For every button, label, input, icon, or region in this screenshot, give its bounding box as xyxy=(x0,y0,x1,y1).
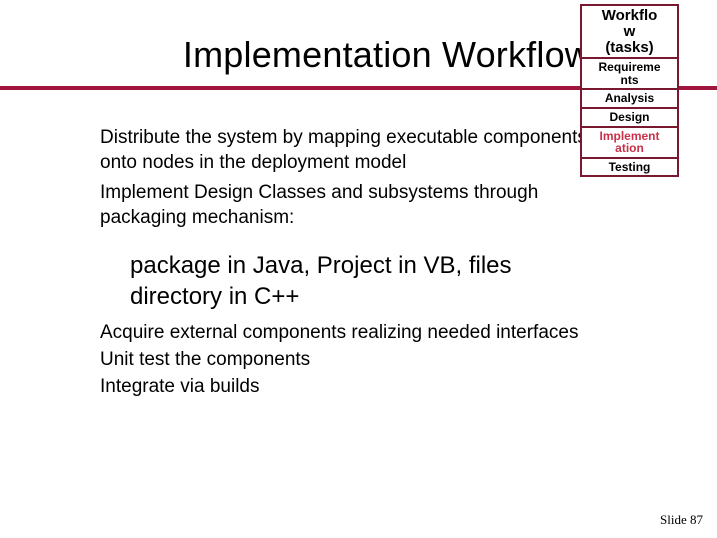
slide-title: Implementation Workflow xyxy=(51,34,591,76)
slide: Implementation Workflow Distribute the s… xyxy=(0,0,717,538)
workflow-row-design: Design xyxy=(581,108,678,127)
workflow-row-testing: Testing xyxy=(581,158,678,177)
workflow-row-implementation: Implementation xyxy=(581,127,678,158)
workflow-row-requirements: Requirements xyxy=(581,58,678,89)
bullet-4-text: Unit test the components xyxy=(100,347,610,374)
workflow-table-header: Workflow(tasks) xyxy=(581,5,678,58)
bullet-1-text: Distribute the system by mapping executa… xyxy=(100,125,610,175)
bullet-1: Distribute the system by mapping executa… xyxy=(100,125,610,175)
lower-bullets: Acquire external components realizing ne… xyxy=(100,320,610,401)
slide-number: Slide 87 xyxy=(660,512,703,528)
workflow-table: Workflow(tasks) Requirements Analysis De… xyxy=(580,4,679,177)
bullet-2: Implement Design Classes and subsystems … xyxy=(100,180,610,230)
indented-example: package in Java, Project in VB, files di… xyxy=(130,250,570,312)
bullet-3-text: Acquire external components realizing ne… xyxy=(100,320,610,347)
bullet-2-text: Implement Design Classes and subsystems … xyxy=(100,180,610,230)
workflow-row-analysis: Analysis xyxy=(581,89,678,108)
bullet-5-text: Integrate via builds xyxy=(100,374,610,401)
